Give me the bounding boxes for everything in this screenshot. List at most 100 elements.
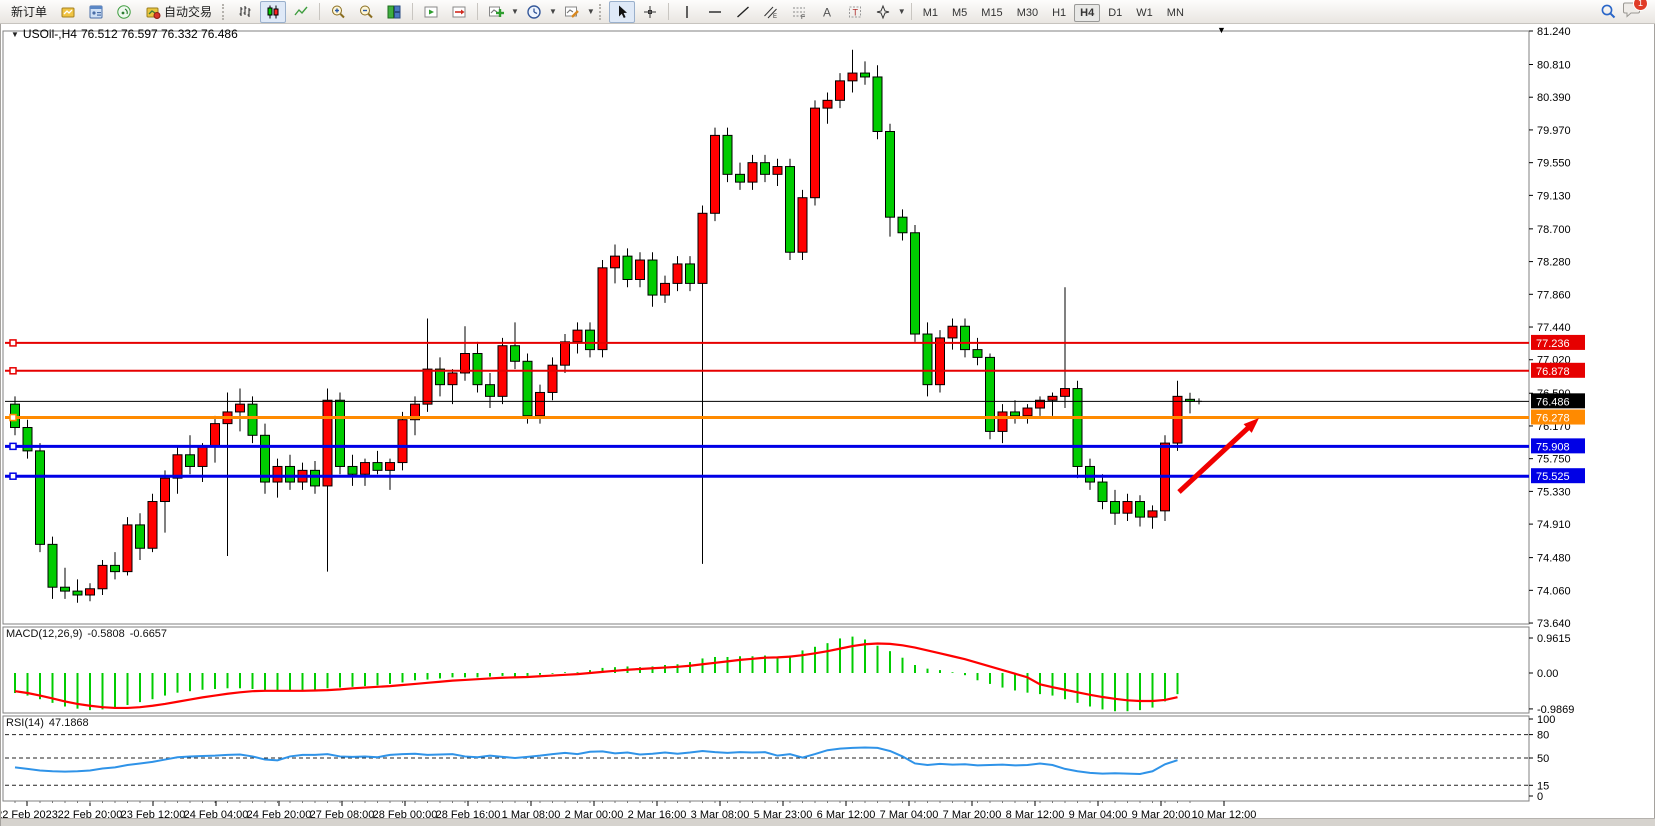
- macd-main-value: -0.5808: [87, 628, 125, 640]
- drawing-tools-dropdown-icon[interactable]: ▼: [897, 7, 906, 16]
- templates-icon[interactable]: [559, 1, 585, 23]
- candle: [735, 173, 745, 183]
- crosshair-icon[interactable]: [637, 1, 663, 23]
- candle: [935, 337, 945, 386]
- text-label-icon[interactable]: T: [842, 1, 868, 23]
- chat-button[interactable]: 1: [1622, 0, 1648, 23]
- chart-shift-icon[interactable]: [446, 1, 472, 23]
- candlestick-chart-icon[interactable]: [260, 0, 287, 23]
- channel-icon[interactable]: E: [758, 1, 784, 23]
- candle: [972, 349, 983, 358]
- candle: [760, 162, 770, 175]
- candle: [835, 80, 845, 101]
- candle: [97, 564, 108, 590]
- drawing-tools-icon[interactable]: [870, 1, 896, 23]
- bar-chart-icon[interactable]: [232, 1, 258, 23]
- data-window-icon[interactable]: [83, 1, 109, 23]
- line-anchor-marker[interactable]: [9, 367, 17, 375]
- price-tag-label: 76.486: [1536, 396, 1570, 408]
- candle: [197, 446, 208, 467]
- chart-window[interactable]: 81.240 80.810 80.390 79.970 79.550 79.130 78.7…: [0, 24, 1655, 826]
- price-tick-label: 79.970: [1537, 125, 1571, 137]
- auto-trading-button[interactable]: 自动交易: [139, 2, 218, 22]
- line-anchor-marker[interactable]: [9, 442, 17, 451]
- zoom-in-icon[interactable]: [325, 1, 351, 23]
- candle: [347, 465, 358, 475]
- templates-dropdown-icon[interactable]: ▼: [586, 7, 595, 16]
- svg-text:T: T: [852, 7, 858, 17]
- arrow-annotation[interactable]: [1177, 426, 1250, 494]
- candle: [1035, 399, 1045, 409]
- tile-windows-icon[interactable]: [381, 1, 407, 23]
- timeframe-d1[interactable]: D1: [1108, 6, 1123, 19]
- rsi-tick-label: 0: [1537, 791, 1543, 803]
- fibonacci-icon[interactable]: F: [786, 1, 812, 23]
- timeframe-m5[interactable]: M5: [952, 6, 968, 19]
- chart-title: ▼ USOil-,H4 76.512 76.597 76.332 76.486: [11, 27, 238, 41]
- candle: [485, 384, 495, 397]
- toolbar: 新订单 自动交易 ▼ ▼ ▼: [0, 0, 1655, 24]
- vertical-line-icon[interactable]: [674, 1, 700, 23]
- candle: [635, 259, 645, 281]
- price-tick-label: 78.280: [1537, 257, 1571, 269]
- indicators-dropdown-icon[interactable]: ▼: [511, 7, 519, 16]
- timeframe-h4[interactable]: H4: [1074, 3, 1101, 22]
- candle: [335, 399, 345, 467]
- price-tag: [1531, 438, 1585, 454]
- timeframe-m15[interactable]: M15: [981, 6, 1003, 19]
- chart-shift-marker[interactable]: ▼: [1217, 25, 1226, 35]
- candle: [572, 329, 583, 343]
- arrow-annotation-head[interactable]: [1243, 418, 1259, 433]
- periods-dropdown-icon[interactable]: ▼: [548, 7, 557, 16]
- candle: [535, 391, 545, 417]
- macd-label: MACD(12,26,9) -0.5808 -0.6657: [6, 628, 167, 640]
- trendline-icon[interactable]: [730, 1, 756, 23]
- price-tick-label: 81.240: [1537, 26, 1571, 38]
- timeframe-m1[interactable]: M1: [922, 6, 938, 19]
- candle: [785, 166, 795, 253]
- indicators-icon[interactable]: [483, 1, 509, 23]
- auto-trading-label: 自动交易: [164, 5, 213, 19]
- line-anchor-marker[interactable]: [9, 472, 17, 480]
- price-tick-label: 79.550: [1537, 158, 1571, 170]
- text-icon[interactable]: A: [814, 1, 840, 23]
- timeframe-w1[interactable]: W1: [1136, 6, 1153, 19]
- chart-dropdown-icon[interactable]: ▼: [11, 29, 19, 39]
- search-icon[interactable]: [1595, 1, 1621, 23]
- candle: [960, 325, 970, 351]
- line-chart-icon[interactable]: [288, 1, 314, 23]
- timeframe-m30[interactable]: M30: [1016, 6, 1039, 19]
- candle: [47, 543, 58, 588]
- price-tick-label: 74.480: [1537, 553, 1571, 565]
- new-order-button[interactable]: 新订单: [5, 2, 53, 22]
- price-chart[interactable]: 81.240 80.810 80.390 79.970 79.550 79.130 78.7…: [1, 24, 1655, 826]
- toolbar-handle: [598, 3, 605, 20]
- candle: [1122, 501, 1133, 514]
- auto-scroll-icon[interactable]: [418, 1, 444, 23]
- cursor-icon[interactable]: [608, 0, 635, 23]
- candle: [235, 403, 245, 413]
- price-tag: [1531, 393, 1585, 409]
- price-tag-label: 77.236: [1536, 338, 1570, 350]
- market-watch-icon[interactable]: [55, 1, 81, 23]
- toolbar-handle: [222, 3, 228, 20]
- horizontal-line-icon[interactable]: [702, 1, 728, 23]
- rsi-tick-label: 15: [1537, 780, 1549, 792]
- line-anchor-marker[interactable]: [9, 339, 17, 347]
- candle: [547, 364, 558, 393]
- price-tick-label: 75.330: [1537, 486, 1571, 498]
- candle: [110, 564, 120, 573]
- timeframe-h1[interactable]: H1: [1052, 6, 1067, 19]
- candle: [397, 419, 408, 464]
- periods-icon[interactable]: [521, 1, 547, 23]
- price-tick-label: 77.440: [1537, 322, 1571, 334]
- price-tag-label: 76.878: [1536, 366, 1570, 378]
- candle: [822, 99, 833, 109]
- candle: [797, 197, 808, 253]
- candle: [385, 462, 395, 471]
- timeframe-mn[interactable]: MN: [1166, 6, 1184, 19]
- line-anchor-marker[interactable]: [9, 413, 17, 422]
- signals-icon[interactable]: [111, 1, 137, 23]
- zoom-out-icon[interactable]: [353, 1, 379, 23]
- candle: [1085, 465, 1095, 483]
